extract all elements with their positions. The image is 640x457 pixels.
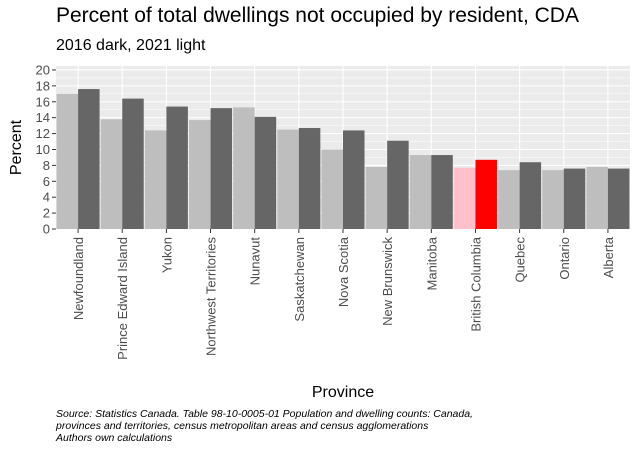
bar-2016-prince-edward-island [122, 98, 144, 229]
bar-2021-alberta [586, 166, 608, 229]
bar-2016-alberta [607, 168, 630, 229]
chart-subtitle: 2016 dark, 2021 light [56, 37, 206, 54]
y-tick-label: 18 [36, 78, 50, 93]
caption-line-1: Source: Statistics Canada. Table 98-10-0… [56, 408, 473, 420]
bar-2021-yukon [144, 130, 167, 229]
y-axis-title: Percent [8, 119, 25, 175]
bar-2021-new-brunswick [365, 166, 388, 229]
y-tick-label: 12 [36, 126, 50, 141]
y-tick-label: 16 [36, 94, 50, 109]
y-tick-label: 6 [43, 174, 50, 189]
x-tick-label: Ontario [557, 237, 572, 280]
x-tick-label: Saskatchewan [292, 237, 307, 322]
bar-2016-new-brunswick [387, 140, 409, 229]
bar-2016-quebec [519, 162, 542, 229]
bar-2021-nova-scotia [321, 149, 343, 229]
y-tick-label: 8 [43, 158, 50, 173]
x-tick-label: Nova Scotia [336, 236, 351, 307]
bar-2021-british-columbia [453, 167, 476, 229]
x-tick-label: Nunavut [248, 237, 263, 286]
bar-2021-northwest-territories [189, 120, 211, 229]
bar-2016-ontario [563, 168, 586, 229]
bar-2016-manitoba [431, 155, 453, 229]
bar-2016-british-columbia [475, 159, 497, 229]
bar-2021-nunavut [233, 107, 255, 229]
y-tick-label: 2 [43, 206, 50, 221]
caption-line-3: Authors own calculations [56, 432, 173, 444]
bar-2021-newfoundland [56, 93, 79, 229]
bar-2021-prince-edward-island [100, 119, 123, 229]
chart-title: Percent of total dwellings not occupied … [56, 4, 579, 27]
bar-2021-saskatchewan [277, 129, 299, 229]
bar-2016-nova-scotia [343, 130, 365, 229]
y-tick-label: 10 [36, 142, 50, 157]
x-tick-label: Quebec [513, 237, 528, 283]
bar-2021-ontario [542, 170, 564, 229]
y-tick-label: 0 [43, 222, 50, 237]
x-tick-label: Newfoundland [71, 237, 86, 320]
bar-2016-newfoundland [78, 89, 100, 229]
bar-2021-quebec [498, 170, 520, 229]
bar-2016-nunavut [254, 116, 277, 229]
source-caption: Source: Statistics Canada. Table 98-10-0… [56, 408, 473, 444]
y-tick-label: 20 [36, 62, 50, 77]
x-tick-label: Yukon [159, 237, 174, 273]
x-tick-label: Prince Edward Island [115, 237, 130, 360]
x-tick-label: Northwest Territories [204, 237, 219, 356]
x-axis-title: Province [312, 384, 374, 401]
bar-2021-manitoba [409, 155, 432, 229]
x-tick-label: New Brunswick [380, 237, 395, 326]
bar-2016-northwest-territories [210, 108, 233, 229]
x-tick-label: Alberta [601, 236, 616, 278]
caption-line-2: provinces and territories, census metrop… [56, 420, 429, 432]
x-tick-label: Manitoba [424, 236, 439, 290]
bar-2016-yukon [166, 106, 188, 229]
y-tick-label: 4 [43, 190, 50, 205]
y-tick-label: 14 [36, 110, 50, 125]
x-tick-label: British Columbia [468, 236, 483, 331]
bar-2016-saskatchewan [298, 128, 321, 229]
